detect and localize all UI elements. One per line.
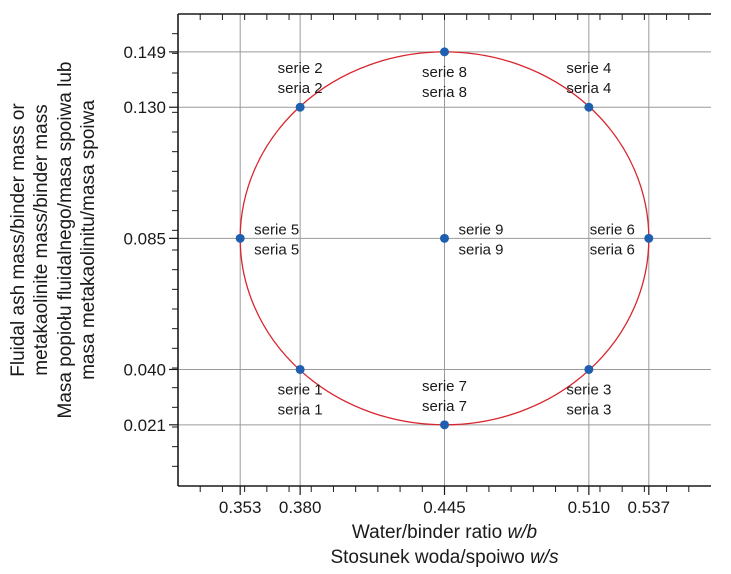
point-label: serie 6 xyxy=(590,221,635,238)
point-label: seria 7 xyxy=(422,398,467,415)
x-tick-label: 0.353 xyxy=(219,498,262,517)
data-point-9 xyxy=(440,233,449,243)
point-label: seria 5 xyxy=(254,241,299,258)
point-label: seria 1 xyxy=(278,401,323,418)
point-label: serie 9 xyxy=(459,221,504,238)
x-tick-label: 0.380 xyxy=(279,498,322,517)
point-label: seria 2 xyxy=(278,80,323,97)
point-label: serie 7 xyxy=(422,378,467,395)
y-axis-label: Fluidal ash mass/binder mass or metakaoli… xyxy=(8,61,99,418)
plot-frame xyxy=(172,13,711,492)
y-tick-label: 0.040 xyxy=(123,360,166,379)
point-label: serie 3 xyxy=(566,381,611,398)
x-axis-ticks: 0.353 0.380 0.445 0.510 0.537 xyxy=(219,486,670,517)
data-point-8 xyxy=(440,47,449,57)
x-axis-label-line: Stosunek woda/spoiwo w/s xyxy=(330,547,559,568)
point-label: serie 5 xyxy=(254,221,299,238)
data-point-7 xyxy=(440,420,449,430)
x-axis-label-text: Stosunek woda/spoiwo xyxy=(330,547,530,568)
point-label: seria 8 xyxy=(422,84,467,101)
y-axis-label-line: masa metakaolinitu/masa spoiwa xyxy=(78,100,99,380)
point-label: seria 4 xyxy=(566,80,611,97)
data-point-4 xyxy=(584,102,594,112)
x-axis-label-symbol: w/b xyxy=(508,522,538,543)
point-labels: serie 1 seria 1 serie 2 seria 2 serie 3 seria… xyxy=(254,60,635,418)
y-tick-label: 0.021 xyxy=(123,416,166,435)
point-label: seria 6 xyxy=(590,241,635,258)
y-axis-label-line: Fluidal ash mass/binder mass or xyxy=(8,103,29,377)
data-point-1 xyxy=(295,364,305,374)
x-axis-label-line: Water/binder ratio w/b xyxy=(352,522,537,543)
y-tick-label: 0.085 xyxy=(123,229,166,248)
x-axis-label-symbol: w/s xyxy=(530,547,559,568)
point-label: seria 3 xyxy=(566,401,611,418)
x-axis-label-text: Water/binder ratio xyxy=(352,522,508,543)
y-tick-label: 0.130 xyxy=(123,98,166,117)
y-axis-ticks: 0.021 0.040 0.085 0.130 0.149 xyxy=(123,43,178,435)
y-axis-label-line: Masa popiołu fluidalnego/masa spoiwa lub xyxy=(55,61,76,418)
data-points xyxy=(235,47,654,430)
data-point-2 xyxy=(295,102,305,112)
x-tick-label: 0.445 xyxy=(423,498,466,517)
x-tick-label: 0.510 xyxy=(568,498,611,517)
point-label: serie 1 xyxy=(278,381,323,398)
data-point-5 xyxy=(235,233,245,243)
x-tick-label: 0.537 xyxy=(628,498,671,517)
data-point-6 xyxy=(644,233,654,243)
point-label: serie 4 xyxy=(566,60,611,77)
point-label: serie 2 xyxy=(278,60,323,77)
x-axis-label: Water/binder ratio w/b Stosunek woda/spoi… xyxy=(330,522,559,568)
y-axis-label-line: metakaolinite mass/binder mass xyxy=(31,104,52,375)
point-label: serie 8 xyxy=(422,64,467,81)
point-label: seria 9 xyxy=(459,241,504,258)
data-point-3 xyxy=(584,364,594,374)
y-tick-label: 0.149 xyxy=(123,43,166,62)
